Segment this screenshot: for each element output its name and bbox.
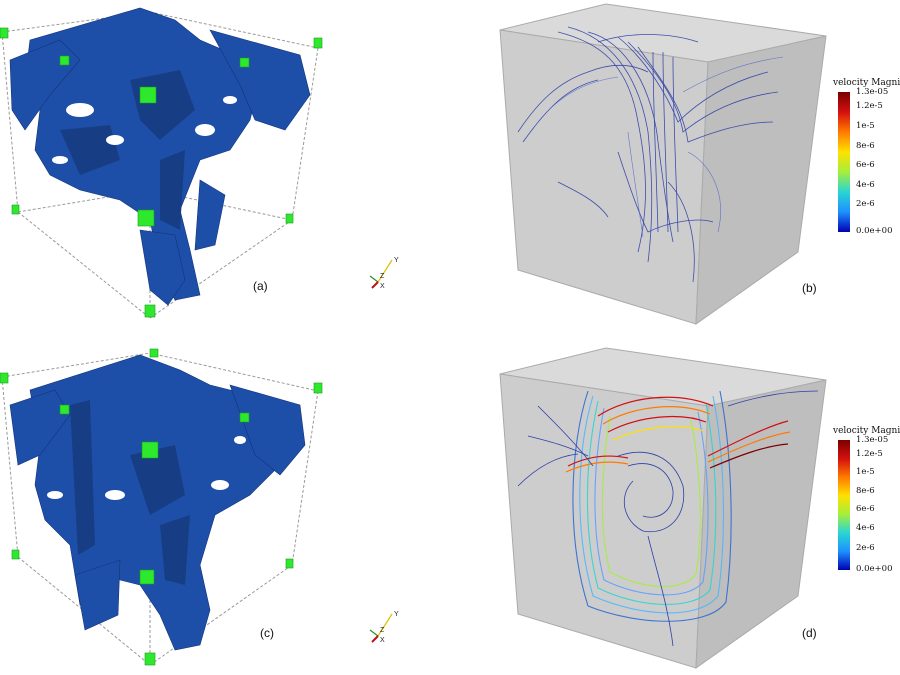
colorbar-top-tick-5: 4e-6 bbox=[856, 180, 875, 190]
panel-c-label: (c) bbox=[260, 626, 274, 640]
panel-c-porous-solid-view bbox=[0, 345, 330, 675]
colorbar-bottom-tick-3: 8e-6 bbox=[856, 486, 875, 496]
panel-d-label: (d) bbox=[802, 626, 817, 640]
colorbar-top-gradient bbox=[838, 92, 850, 232]
panel-b-streamline-view bbox=[498, 2, 828, 327]
colorbar-top-tick-3: 8e-6 bbox=[856, 141, 875, 151]
colorbar-bottom-tick-7: 0.0e+00 bbox=[856, 564, 893, 574]
axis-x-label: X bbox=[380, 637, 385, 644]
colorbar-top-title: velocity Magnitude bbox=[833, 78, 900, 88]
colorbar-top-tick-4: 6e-6 bbox=[856, 160, 875, 170]
axis-z-label: Z bbox=[380, 627, 385, 634]
colorbar-bottom-tick-6: 2e-6 bbox=[856, 543, 875, 553]
panel-a-label: (a) bbox=[253, 279, 268, 293]
axis-z-label: Z bbox=[380, 273, 385, 280]
colorbar-top-tick-6: 2e-6 bbox=[856, 199, 875, 209]
panel-d-streamline-view bbox=[498, 346, 828, 671]
colorbar-top-tick-0: 1.3e-05 bbox=[856, 87, 889, 97]
axis-y-label: Y bbox=[394, 611, 399, 618]
colorbar-top-tick-1: 1.2e-5 bbox=[856, 101, 883, 111]
axis-x-label: X bbox=[380, 283, 385, 290]
colorbar-top-tick-7: 0.0e+00 bbox=[856, 226, 893, 236]
panel-a-porous-solid-view bbox=[0, 0, 330, 330]
colorbar-bottom-tick-1: 1.2e-5 bbox=[856, 449, 883, 459]
colorbar-bottom-tick-0: 1.3e-05 bbox=[856, 435, 889, 445]
colorbar-bottom-tick-2: 1e-5 bbox=[856, 467, 875, 477]
axis-triad-bottom: Y Z X bbox=[366, 606, 402, 655]
axis-triad-top: Y Z X bbox=[366, 252, 402, 301]
colorbar-top-tick-2: 1e-5 bbox=[856, 121, 875, 131]
colorbar-bottom-title: velocity Magnitude bbox=[833, 426, 900, 436]
colorbar-bottom-gradient bbox=[838, 440, 850, 570]
axis-y-label: Y bbox=[394, 257, 399, 264]
colorbar-bottom-tick-5: 4e-6 bbox=[856, 523, 875, 533]
colorbar-bottom-tick-4: 6e-6 bbox=[856, 504, 875, 514]
panel-b-label: (b) bbox=[802, 281, 817, 295]
